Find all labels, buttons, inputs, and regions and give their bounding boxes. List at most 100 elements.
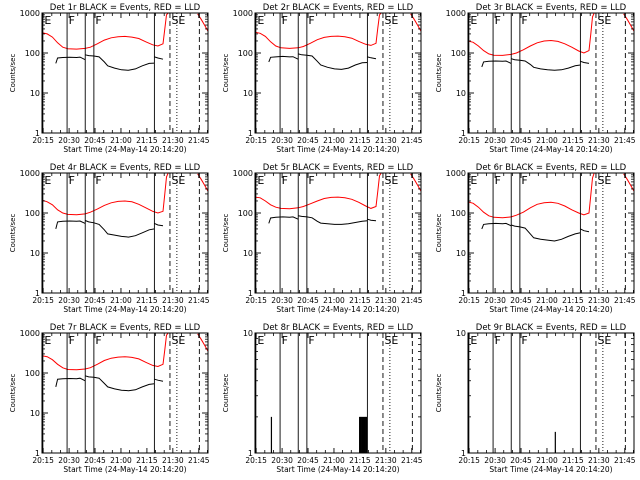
x-tick-label: 21:15: [349, 456, 371, 465]
x-tick-label: 20:15: [458, 296, 480, 305]
events-series-line: [55, 377, 86, 388]
time-marker-label: F: [521, 14, 527, 27]
y-axis-label: Counts/sec: [222, 54, 230, 93]
x-tick-label: 20:15: [32, 136, 54, 145]
events-series-line: [580, 228, 590, 233]
events-series-line: [55, 220, 86, 230]
y-tick-label: 1000: [233, 9, 253, 18]
time-marker-label: E: [257, 14, 264, 27]
x-tick-label: 21:45: [188, 136, 210, 145]
axes-frame: [254, 172, 422, 294]
x-axis-label: Start Time (24-May-14 20:14:20): [63, 465, 186, 474]
time-marker-label: F: [495, 334, 501, 347]
x-tick-label: 20:15: [245, 456, 267, 465]
plot-area: [255, 173, 421, 293]
x-tick-label: 21:30: [162, 456, 184, 465]
y-tick-label: 100: [25, 49, 40, 58]
time-marker-label: S: [171, 14, 178, 27]
panel-title: Det 2r BLACK = Events, RED = LLD: [263, 3, 414, 13]
x-axis-label: Start Time (24-May-14 20:14:20): [276, 465, 399, 474]
time-marker-label: F: [495, 174, 501, 187]
y-tick-label: 10: [456, 249, 466, 258]
y-tick-label: 1: [248, 129, 253, 138]
y-tick-label: 100: [451, 209, 466, 218]
x-tick-label: 21:30: [588, 296, 610, 305]
x-tick-label: 21:30: [162, 136, 184, 145]
x-axis-label: Start Time (24-May-14 20:14:20): [63, 305, 186, 314]
x-tick-label: 21:00: [110, 136, 132, 145]
time-marker-label: F: [521, 334, 527, 347]
time-marker-label: S: [597, 14, 604, 27]
time-marker-label: S: [384, 14, 391, 27]
time-marker-label: E: [604, 14, 611, 27]
x-tick-label: 20:30: [271, 296, 293, 305]
x-tick-label: 21:45: [401, 136, 423, 145]
time-marker-label: E: [44, 334, 51, 347]
x-tick-label: 20:15: [458, 456, 480, 465]
panel-title: Det 5r BLACK = Events, RED = LLD: [263, 163, 414, 173]
x-tick-label: 21:45: [614, 296, 636, 305]
time-marker-label: E: [178, 334, 185, 347]
y-tick-label: 1: [461, 449, 466, 458]
x-tick-label: 21:30: [588, 136, 610, 145]
y-tick-label: 10: [243, 89, 253, 98]
plot-area: [468, 333, 626, 453]
x-tick-label: 20:45: [84, 136, 106, 145]
lld-series-line: [42, 173, 169, 216]
time-marker-label: E: [470, 334, 477, 347]
time-marker-label: F: [308, 14, 314, 27]
x-axis-label: Start Time (24-May-14 20:14:20): [489, 465, 612, 474]
y-tick-label: 10: [30, 409, 40, 418]
events-series-line: [367, 218, 377, 222]
events-series-line: [298, 53, 368, 70]
y-tick-label: 10: [243, 249, 253, 258]
x-tick-label: 21:00: [323, 136, 345, 145]
x-tick-label: 20:45: [510, 296, 532, 305]
x-tick-label: 21:00: [323, 296, 345, 305]
events-series-line: [268, 216, 299, 224]
x-tick-label: 20:45: [84, 456, 106, 465]
time-marker-label: E: [178, 174, 185, 187]
x-tick-label: 21:45: [188, 296, 210, 305]
y-tick-label: 1000: [20, 169, 40, 178]
time-marker-label: F: [282, 174, 288, 187]
x-tick-label: 21:45: [614, 456, 636, 465]
events-series-line: [580, 60, 590, 64]
x-tick-label: 20:45: [510, 136, 532, 145]
x-tick-label: 21:15: [562, 296, 584, 305]
axes-frame: [467, 332, 635, 454]
x-tick-label: 20:30: [271, 136, 293, 145]
time-marker-label: E: [604, 174, 611, 187]
x-axis-label: Start Time (24-May-14 20:14:20): [489, 145, 612, 154]
x-axis-label: Start Time (24-May-14 20:14:20): [276, 145, 399, 154]
time-marker-label: E: [470, 14, 477, 27]
y-tick-label: 10: [30, 89, 40, 98]
x-tick-label: 21:30: [588, 456, 610, 465]
x-tick-label: 21:00: [536, 136, 558, 145]
x-tick-label: 21:00: [110, 296, 132, 305]
time-marker-label: S: [597, 334, 604, 347]
time-marker-label: E: [44, 174, 51, 187]
events-series-line: [481, 60, 512, 68]
lld-series-line: [468, 13, 595, 56]
y-axis-label: Counts/sec: [222, 374, 230, 413]
x-tick-label: 21:15: [349, 136, 371, 145]
time-marker-label: S: [171, 334, 178, 347]
time-marker-label: F: [308, 334, 314, 347]
x-tick-label: 20:45: [297, 296, 319, 305]
axes-frame: [254, 12, 422, 134]
axes-frame: [41, 172, 209, 294]
lld-series-line: [255, 13, 382, 49]
time-marker-label: S: [384, 174, 391, 187]
x-tick-label: 20:15: [32, 456, 54, 465]
time-marker-label: F: [95, 174, 101, 187]
y-tick-label: 1000: [446, 9, 466, 18]
events-series-line: [367, 56, 377, 60]
